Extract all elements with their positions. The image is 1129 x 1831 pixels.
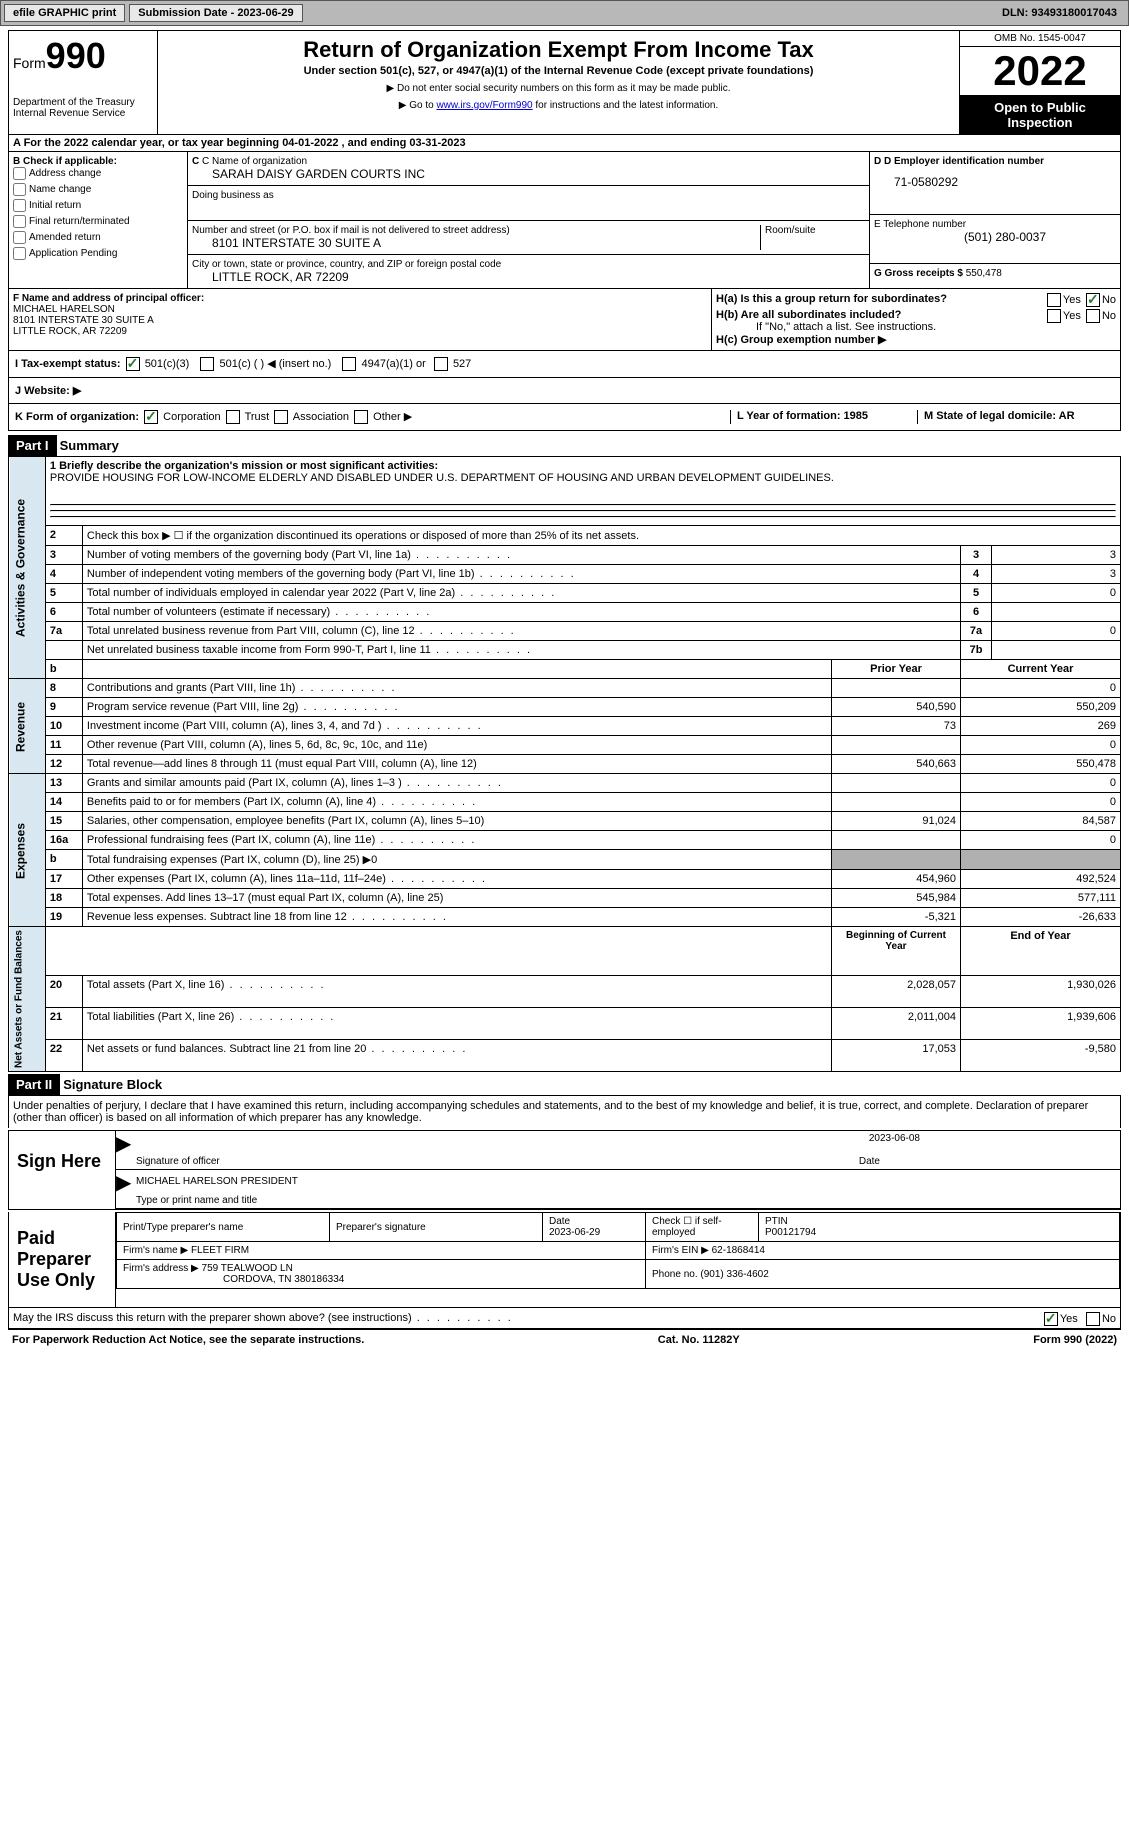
form-ref: Form 990 (2022) (1033, 1334, 1117, 1346)
section-h: H(a) Is this a group return for subordin… (711, 289, 1120, 350)
irs-label: Internal Revenue Service (13, 108, 153, 119)
org-name: SARAH DAISY GARDEN COURTS INC (192, 167, 865, 181)
phone: (501) 280-0037 (874, 230, 1116, 244)
state-domicile: M State of legal domicile: AR (924, 410, 1075, 422)
cb-trust[interactable] (226, 410, 240, 424)
efile-button[interactable]: efile GRAPHIC print (4, 4, 125, 22)
hb-yes[interactable] (1047, 309, 1061, 323)
dept-treasury: Department of the Treasury (13, 97, 153, 108)
cb-association[interactable] (274, 410, 288, 424)
sig-date: 2023-06-08 (869, 1133, 920, 1144)
officer-name-title: MICHAEL HARELSON PRESIDENT (136, 1176, 298, 1187)
section-b: B Check if applicable: Address change Na… (9, 152, 188, 288)
section-d: D D Employer identification number 71-05… (869, 152, 1120, 288)
irs-link[interactable]: www.irs.gov/Form990 (436, 100, 532, 111)
officer-city: LITTLE ROCK, AR 72209 (13, 326, 127, 337)
hb-no[interactable] (1086, 309, 1100, 323)
cb-address-change[interactable] (13, 167, 26, 180)
firm-name: FLEET FIRM (191, 1245, 249, 1256)
label-netassets: Net Assets or Fund Balances (9, 927, 46, 1072)
ha-no[interactable] (1086, 293, 1100, 307)
dln: DLN: 93493180017043 (994, 5, 1125, 21)
ptin: P00121794 (765, 1227, 816, 1238)
cb-4947[interactable] (342, 357, 356, 371)
part1-header: Part I (8, 435, 57, 456)
ein: 71-0580292 (874, 175, 1116, 189)
firm-addr2: CORDOVA, TN 380186334 (123, 1274, 344, 1285)
prep-date: 2023-06-29 (549, 1227, 600, 1238)
section-f: F Name and address of principal officer:… (9, 289, 711, 350)
ha-yes[interactable] (1047, 293, 1061, 307)
note-ssn: ▶ Do not enter social security numbers o… (162, 83, 955, 94)
cb-final-return[interactable] (13, 215, 26, 228)
year-formation: L Year of formation: 1985 (737, 410, 868, 422)
note-goto-pre: ▶ Go to (399, 100, 437, 111)
firm-ein: 62-1868414 (712, 1245, 765, 1256)
cb-other[interactable] (354, 410, 368, 424)
cb-501c[interactable] (200, 357, 214, 371)
form-title: Return of Organization Exempt From Incom… (162, 37, 955, 63)
submission-date: Submission Date - 2023-06-29 (129, 4, 302, 22)
org-street: 8101 INTERSTATE 30 SUITE A (192, 236, 760, 250)
gross-receipts: 550,478 (966, 268, 1002, 279)
part2-header: Part II (8, 1074, 60, 1095)
cat-no: Cat. No. 11282Y (658, 1334, 740, 1346)
omb-number: OMB No. 1545-0047 (960, 31, 1120, 47)
note-goto-post: for instructions and the latest informat… (533, 100, 719, 111)
section-c: C C Name of organization SARAH DAISY GAR… (188, 152, 869, 288)
mission-text: PROVIDE HOUSING FOR LOW-INCOME ELDERLY A… (50, 472, 834, 484)
form-number: 990 (46, 35, 106, 76)
label-revenue: Revenue (9, 679, 46, 774)
cb-amended[interactable] (13, 231, 26, 244)
toolbar: efile GRAPHIC print Submission Date - 20… (0, 0, 1129, 26)
may-irs-yes[interactable] (1044, 1312, 1058, 1326)
form-subtitle: Under section 501(c), 527, or 4947(a)(1)… (162, 65, 955, 77)
paperwork-notice: For Paperwork Reduction Act Notice, see … (12, 1334, 364, 1346)
form-label: Form (13, 55, 46, 71)
may-irs-row: May the IRS discuss this return with the… (8, 1308, 1121, 1329)
row-a-tax-year: A For the 2022 calendar year, or tax yea… (8, 135, 1121, 152)
part2-title: Signature Block (63, 1077, 162, 1092)
officer-street: 8101 INTERSTATE 30 SUITE A (13, 315, 154, 326)
cb-501c3[interactable] (126, 357, 140, 371)
firm-phone: (901) 336-4602 (700, 1269, 768, 1280)
may-irs-no[interactable] (1086, 1312, 1100, 1326)
cb-name-change[interactable] (13, 183, 26, 196)
cb-application-pending[interactable] (13, 247, 26, 260)
cb-527[interactable] (434, 357, 448, 371)
sign-here-section: Sign Here ▶ Signature of officer 2023-06… (8, 1130, 1121, 1210)
footer: For Paperwork Reduction Act Notice, see … (8, 1329, 1121, 1350)
officer-name: MICHAEL HARELSON (13, 304, 115, 315)
tax-year: 2022 (960, 47, 1120, 96)
part1-title: Summary (60, 438, 119, 453)
cb-initial-return[interactable] (13, 199, 26, 212)
cb-corporation[interactable] (144, 410, 158, 424)
firm-addr1: 759 TEALWOOD LN (202, 1263, 293, 1274)
form-header: Form990 Department of the Treasury Inter… (8, 30, 1121, 135)
org-city: LITTLE ROCK, AR 72209 (192, 270, 865, 284)
label-activities: Activities & Governance (9, 457, 46, 679)
label-expenses: Expenses (9, 774, 46, 927)
open-inspection: Open to Public Inspection (960, 96, 1120, 134)
penalty-text: Under penalties of perjury, I declare th… (8, 1095, 1121, 1128)
summary-table: Activities & Governance 1 Briefly descri… (8, 456, 1121, 1072)
paid-preparer-section: Paid Preparer Use Only Print/Type prepar… (8, 1212, 1121, 1308)
website-label: J Website: ▶ (15, 385, 81, 397)
